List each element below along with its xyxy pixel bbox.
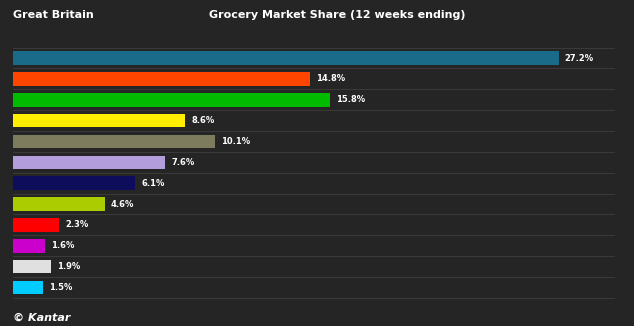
Bar (13, 281, 43, 294)
Text: 2.3%: 2.3% (65, 220, 88, 230)
Text: 10.1%: 10.1% (221, 137, 250, 146)
Text: 15.8%: 15.8% (336, 95, 365, 104)
Bar (13, 51, 559, 65)
Text: 8.6%: 8.6% (191, 116, 215, 125)
Text: 7.6%: 7.6% (171, 158, 195, 167)
Bar (13, 197, 105, 211)
Bar (13, 114, 185, 127)
Bar (13, 239, 45, 253)
Text: 1.5%: 1.5% (49, 283, 72, 292)
Text: 27.2%: 27.2% (565, 53, 594, 63)
Text: 6.1%: 6.1% (141, 179, 165, 188)
Text: 4.6%: 4.6% (111, 200, 134, 209)
Text: Great Britain: Great Britain (13, 10, 93, 20)
Bar (13, 260, 51, 274)
Bar (13, 218, 59, 232)
Bar (13, 176, 135, 190)
Bar (13, 72, 310, 86)
Bar (13, 135, 216, 148)
Bar (13, 156, 165, 169)
Text: 1.6%: 1.6% (51, 241, 74, 250)
Text: 14.8%: 14.8% (316, 74, 345, 83)
Bar (13, 93, 330, 107)
Text: © Kantar: © Kantar (13, 313, 70, 323)
Text: Grocery Market Share (12 weeks ending): Grocery Market Share (12 weeks ending) (209, 10, 466, 20)
Text: 1.9%: 1.9% (57, 262, 80, 271)
